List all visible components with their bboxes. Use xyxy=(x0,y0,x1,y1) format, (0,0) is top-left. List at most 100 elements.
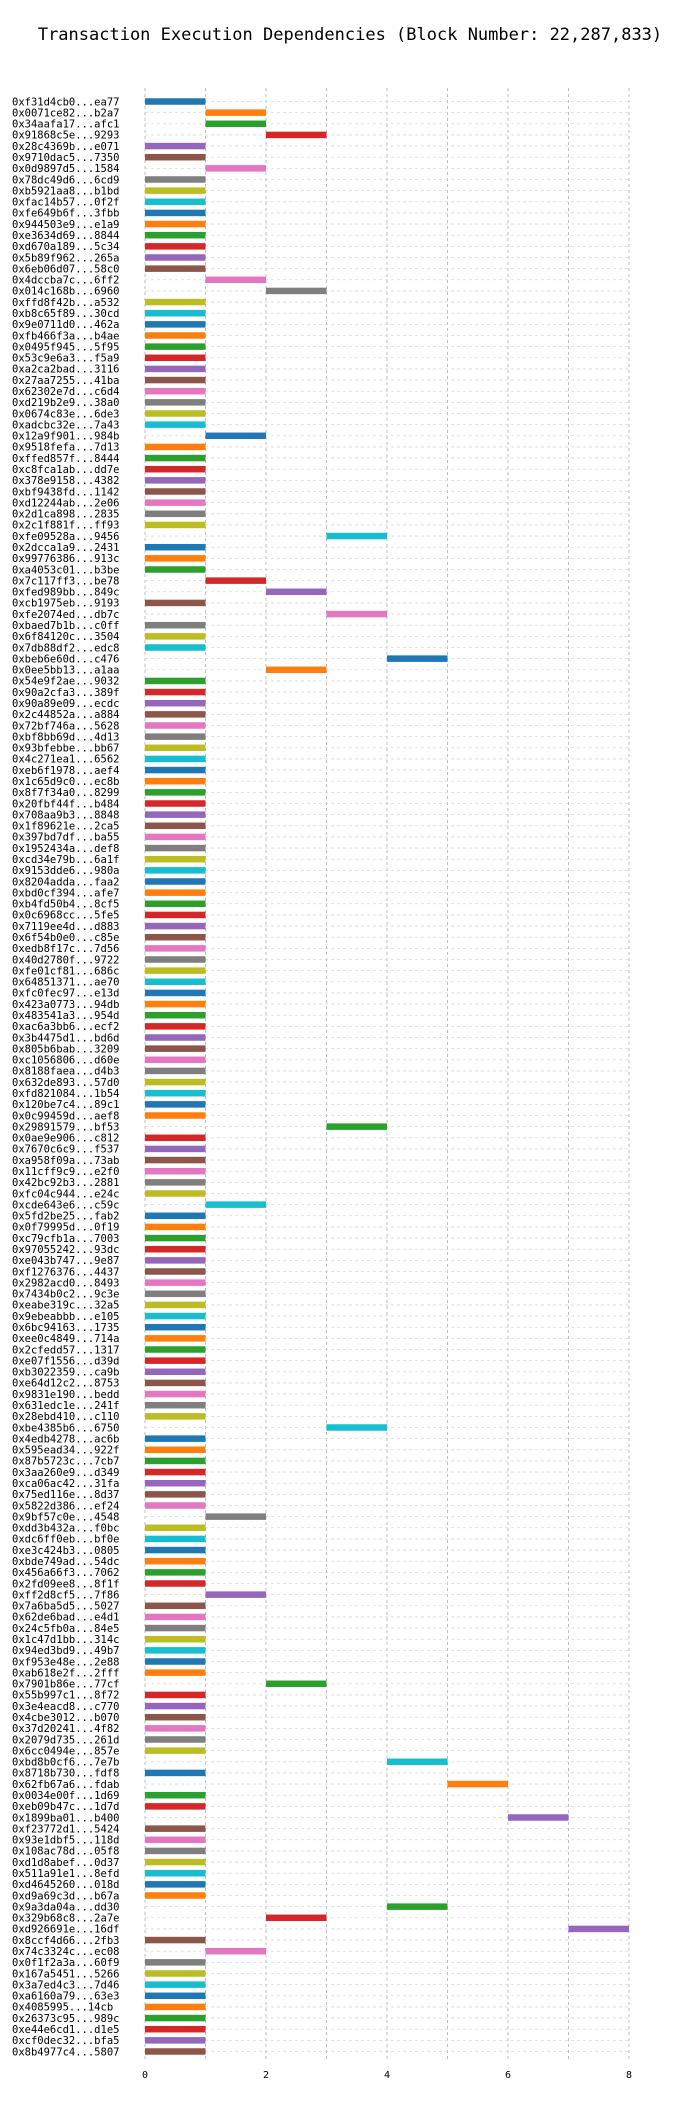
transaction-label: 0xf1276376...4437 xyxy=(12,1266,119,1278)
transaction-label: 0xcd34e79b...6a1f xyxy=(12,854,119,866)
execution-bar xyxy=(387,1758,448,1766)
transaction-label: 0x0f79995d...0f19 xyxy=(12,1222,119,1234)
transaction-label: 0x3aa260e9...d349 xyxy=(12,1467,119,1479)
execution-bar xyxy=(145,855,206,863)
execution-bar xyxy=(145,933,206,941)
execution-bar xyxy=(145,1491,206,1498)
transaction-label: 0xbd8b0cf6...7e7b xyxy=(12,1757,119,1769)
execution-bar xyxy=(145,1145,206,1153)
execution-bar xyxy=(145,956,206,963)
execution-bar xyxy=(145,1112,206,1119)
execution-bar xyxy=(145,254,206,261)
transaction-label: 0xd1d8abef...0d37 xyxy=(12,1857,119,1869)
transaction-label: 0xc79cfb1a...7003 xyxy=(12,1233,119,1245)
execution-bar xyxy=(145,153,206,161)
x-tick-label: 8 xyxy=(626,2070,632,2081)
execution-bar xyxy=(145,1268,206,1275)
transaction-label: 0x0ee5bb13...a1aa xyxy=(12,665,119,677)
execution-bar xyxy=(326,1424,387,1431)
transaction-label: 0x7434b0c2...9c3e xyxy=(12,1289,119,1301)
execution-bar xyxy=(145,1446,206,1454)
transaction-label: 0x97055242...93dc xyxy=(12,1244,119,1256)
execution-bar xyxy=(326,610,387,618)
execution-bar xyxy=(145,1468,206,1476)
execution-bar xyxy=(145,1869,206,1877)
transaction-label: 0x62de6bad...e4d1 xyxy=(12,1612,119,1624)
transaction-label: 0x708aa9b3...8848 xyxy=(12,809,119,821)
execution-bar xyxy=(145,1803,206,1810)
execution-bar xyxy=(145,1011,206,1019)
transaction-label: 0xd219b2e9...38a0 xyxy=(12,397,119,409)
execution-bar xyxy=(145,1101,206,1108)
transaction-label: 0x108ac78d...05f8 xyxy=(12,1846,119,1858)
execution-bar xyxy=(145,1825,206,1832)
execution-bar xyxy=(145,454,206,462)
execution-bar xyxy=(145,1312,206,1320)
execution-bar xyxy=(145,1524,206,1532)
transaction-label: 0x62302e7d...c6d4 xyxy=(12,386,119,398)
execution-bar xyxy=(145,1479,206,1487)
transaction-label: 0x26373c95...989c xyxy=(12,2013,119,2025)
transaction-label: 0xa958f09a...73ab xyxy=(12,1155,119,1167)
transaction-label: 0xd12244ab...2e06 xyxy=(12,497,119,509)
execution-bar xyxy=(145,98,206,105)
execution-bar xyxy=(145,699,206,707)
transaction-label: 0xd4645260...018d xyxy=(12,1879,119,1891)
transaction-label: 0x90a89e09...ecdc xyxy=(12,698,119,710)
transaction-label: 0x34aafa17...afc1 xyxy=(12,119,119,131)
execution-bar xyxy=(145,922,206,930)
execution-bar xyxy=(326,1123,387,1130)
execution-bar xyxy=(145,1134,206,1142)
bars xyxy=(145,98,629,2055)
execution-bar xyxy=(145,421,206,428)
execution-bar xyxy=(145,800,206,807)
execution-bar xyxy=(145,878,206,885)
execution-bar xyxy=(266,666,327,674)
execution-bar xyxy=(145,1335,206,1342)
transaction-label: 0xfd821084...1b54 xyxy=(12,1088,119,1100)
transaction-label: 0xcf0dec32...bfa5 xyxy=(12,2035,119,2047)
execution-bar xyxy=(145,822,206,830)
execution-bar xyxy=(145,198,206,206)
execution-bar xyxy=(145,1892,206,1899)
transaction-label: 0x29891579...bf53 xyxy=(12,1121,119,1133)
execution-bar xyxy=(145,1992,206,2000)
execution-bar xyxy=(145,566,206,573)
transaction-label: 0xa2ca2bad...3116 xyxy=(12,364,119,376)
transaction-label: 0xa4053c01...b3be xyxy=(12,564,119,576)
execution-bar xyxy=(145,1736,206,1743)
execution-bar xyxy=(145,1212,206,1220)
execution-bar xyxy=(145,1981,206,1988)
execution-bar xyxy=(145,309,206,317)
execution-bar xyxy=(145,1624,206,1632)
transaction-label: 0x5b89f962...265a xyxy=(12,252,119,264)
transaction-label: 0x167a5451...5266 xyxy=(12,1968,119,1980)
execution-bar xyxy=(145,1234,206,1242)
transaction-label: 0x6f54b0e0...c85e xyxy=(12,932,119,944)
transaction-label: 0xca06ac42...31fa xyxy=(12,1478,119,1490)
transaction-label: 0x94ed3bd9...49b7 xyxy=(12,1645,119,1657)
transaction-label: 0xd670a189...5c34 xyxy=(12,241,119,253)
transaction-label: 0xfe2074ed...db7c xyxy=(12,609,119,621)
execution-bar xyxy=(145,1056,206,1064)
execution-bar xyxy=(145,1713,206,1721)
transaction-label: 0x7670c6c9...f537 xyxy=(12,1144,119,1156)
execution-bar xyxy=(205,1591,266,1598)
transaction-label: 0x37d20241...4f82 xyxy=(12,1723,119,1735)
transaction-label: 0x1f89621e...2ca5 xyxy=(12,821,119,833)
transaction-label: 0x5fd2be25...fab2 xyxy=(12,1211,119,1223)
execution-bar xyxy=(145,989,206,997)
transaction-label: 0x93e1dbf5...118d xyxy=(12,1835,119,1847)
execution-bar xyxy=(145,844,206,852)
execution-bar xyxy=(145,387,206,395)
transaction-label: 0xadcbc32e...7a43 xyxy=(12,419,119,431)
transaction-label: 0xfed989bb...849c xyxy=(12,587,119,599)
execution-bar xyxy=(145,945,206,952)
transaction-label: 0x4c271ea1...6562 xyxy=(12,754,119,766)
execution-bar xyxy=(145,1702,206,1710)
execution-bar xyxy=(145,633,206,640)
execution-bar xyxy=(145,1959,206,1966)
transaction-label: 0x2d1ca898...2835 xyxy=(12,509,119,521)
transaction-label: 0xfe01cf81...686c xyxy=(12,965,119,977)
